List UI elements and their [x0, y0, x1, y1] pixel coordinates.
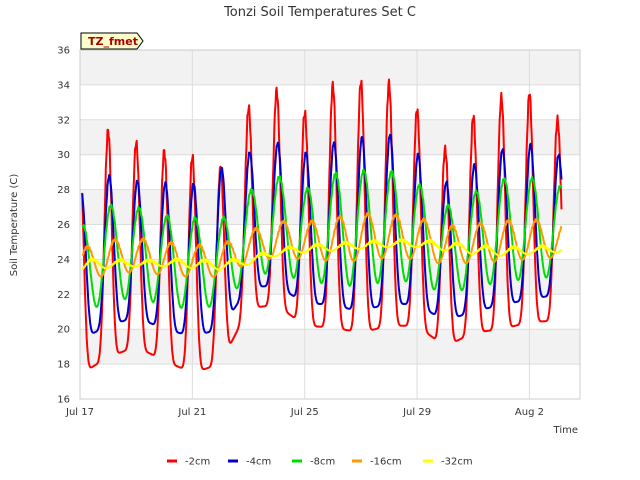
badge-label: TZ_fmet — [88, 35, 138, 48]
plot-band — [80, 329, 580, 365]
x-tick-label: Jul 25 — [290, 407, 319, 418]
y-axis-ticks: 16 18 20 22 24 26 28 30 32 34 36 — [57, 46, 70, 406]
x-tick-label: Jul 29 — [402, 407, 431, 418]
y-tick-label: 22 — [57, 290, 70, 301]
series-line--32cm — [81, 238, 563, 271]
legend-label: -16cm — [370, 457, 402, 468]
legend-label: -2cm — [185, 457, 210, 468]
series-line--2cm — [81, 78, 563, 371]
chart-title: Tonzi Soil Temperatures Set C — [223, 5, 416, 20]
y-axis-label: Soil Temperature (C) — [9, 174, 20, 277]
y-tick-label: 32 — [57, 115, 70, 126]
y-tick-label: 16 — [57, 395, 70, 406]
x-axis-ticks: Jul 17 Jul 21 Jul 25 Jul 29 Aug 2 — [65, 407, 544, 418]
y-tick-label: 26 — [57, 220, 70, 231]
legend-label: -4cm — [246, 457, 271, 468]
plot-border — [79, 49, 581, 400]
series-line--4cm — [81, 133, 563, 335]
series-lines — [81, 78, 563, 371]
plot-band — [80, 259, 580, 295]
legend-label: -32cm — [441, 457, 473, 468]
y-tick-label: 30 — [57, 150, 70, 161]
x-tick-label: Aug 2 — [515, 407, 544, 418]
x-axis-label: Time — [553, 425, 578, 436]
plot-band — [80, 364, 580, 399]
y-tick-label: 24 — [57, 255, 70, 266]
legend-label: -8cm — [310, 457, 335, 468]
x-tick-label: Jul 17 — [65, 407, 94, 418]
x-tick-label: Jul 21 — [177, 407, 206, 418]
legend: -2cm -4cm -8cm -16cm -32cm — [167, 457, 473, 468]
y-tick-label: 28 — [57, 185, 70, 196]
y-tick-label: 18 — [57, 360, 70, 371]
plot-band — [80, 294, 580, 330]
plot-band — [80, 50, 580, 85]
y-tick-label: 36 — [57, 46, 70, 57]
y-tick-label: 20 — [57, 325, 70, 336]
badge: TZ_fmet — [80, 32, 144, 50]
badge-shape — [80, 32, 144, 50]
y-tick-label: 34 — [57, 80, 70, 91]
series-line--8cm — [81, 168, 563, 309]
